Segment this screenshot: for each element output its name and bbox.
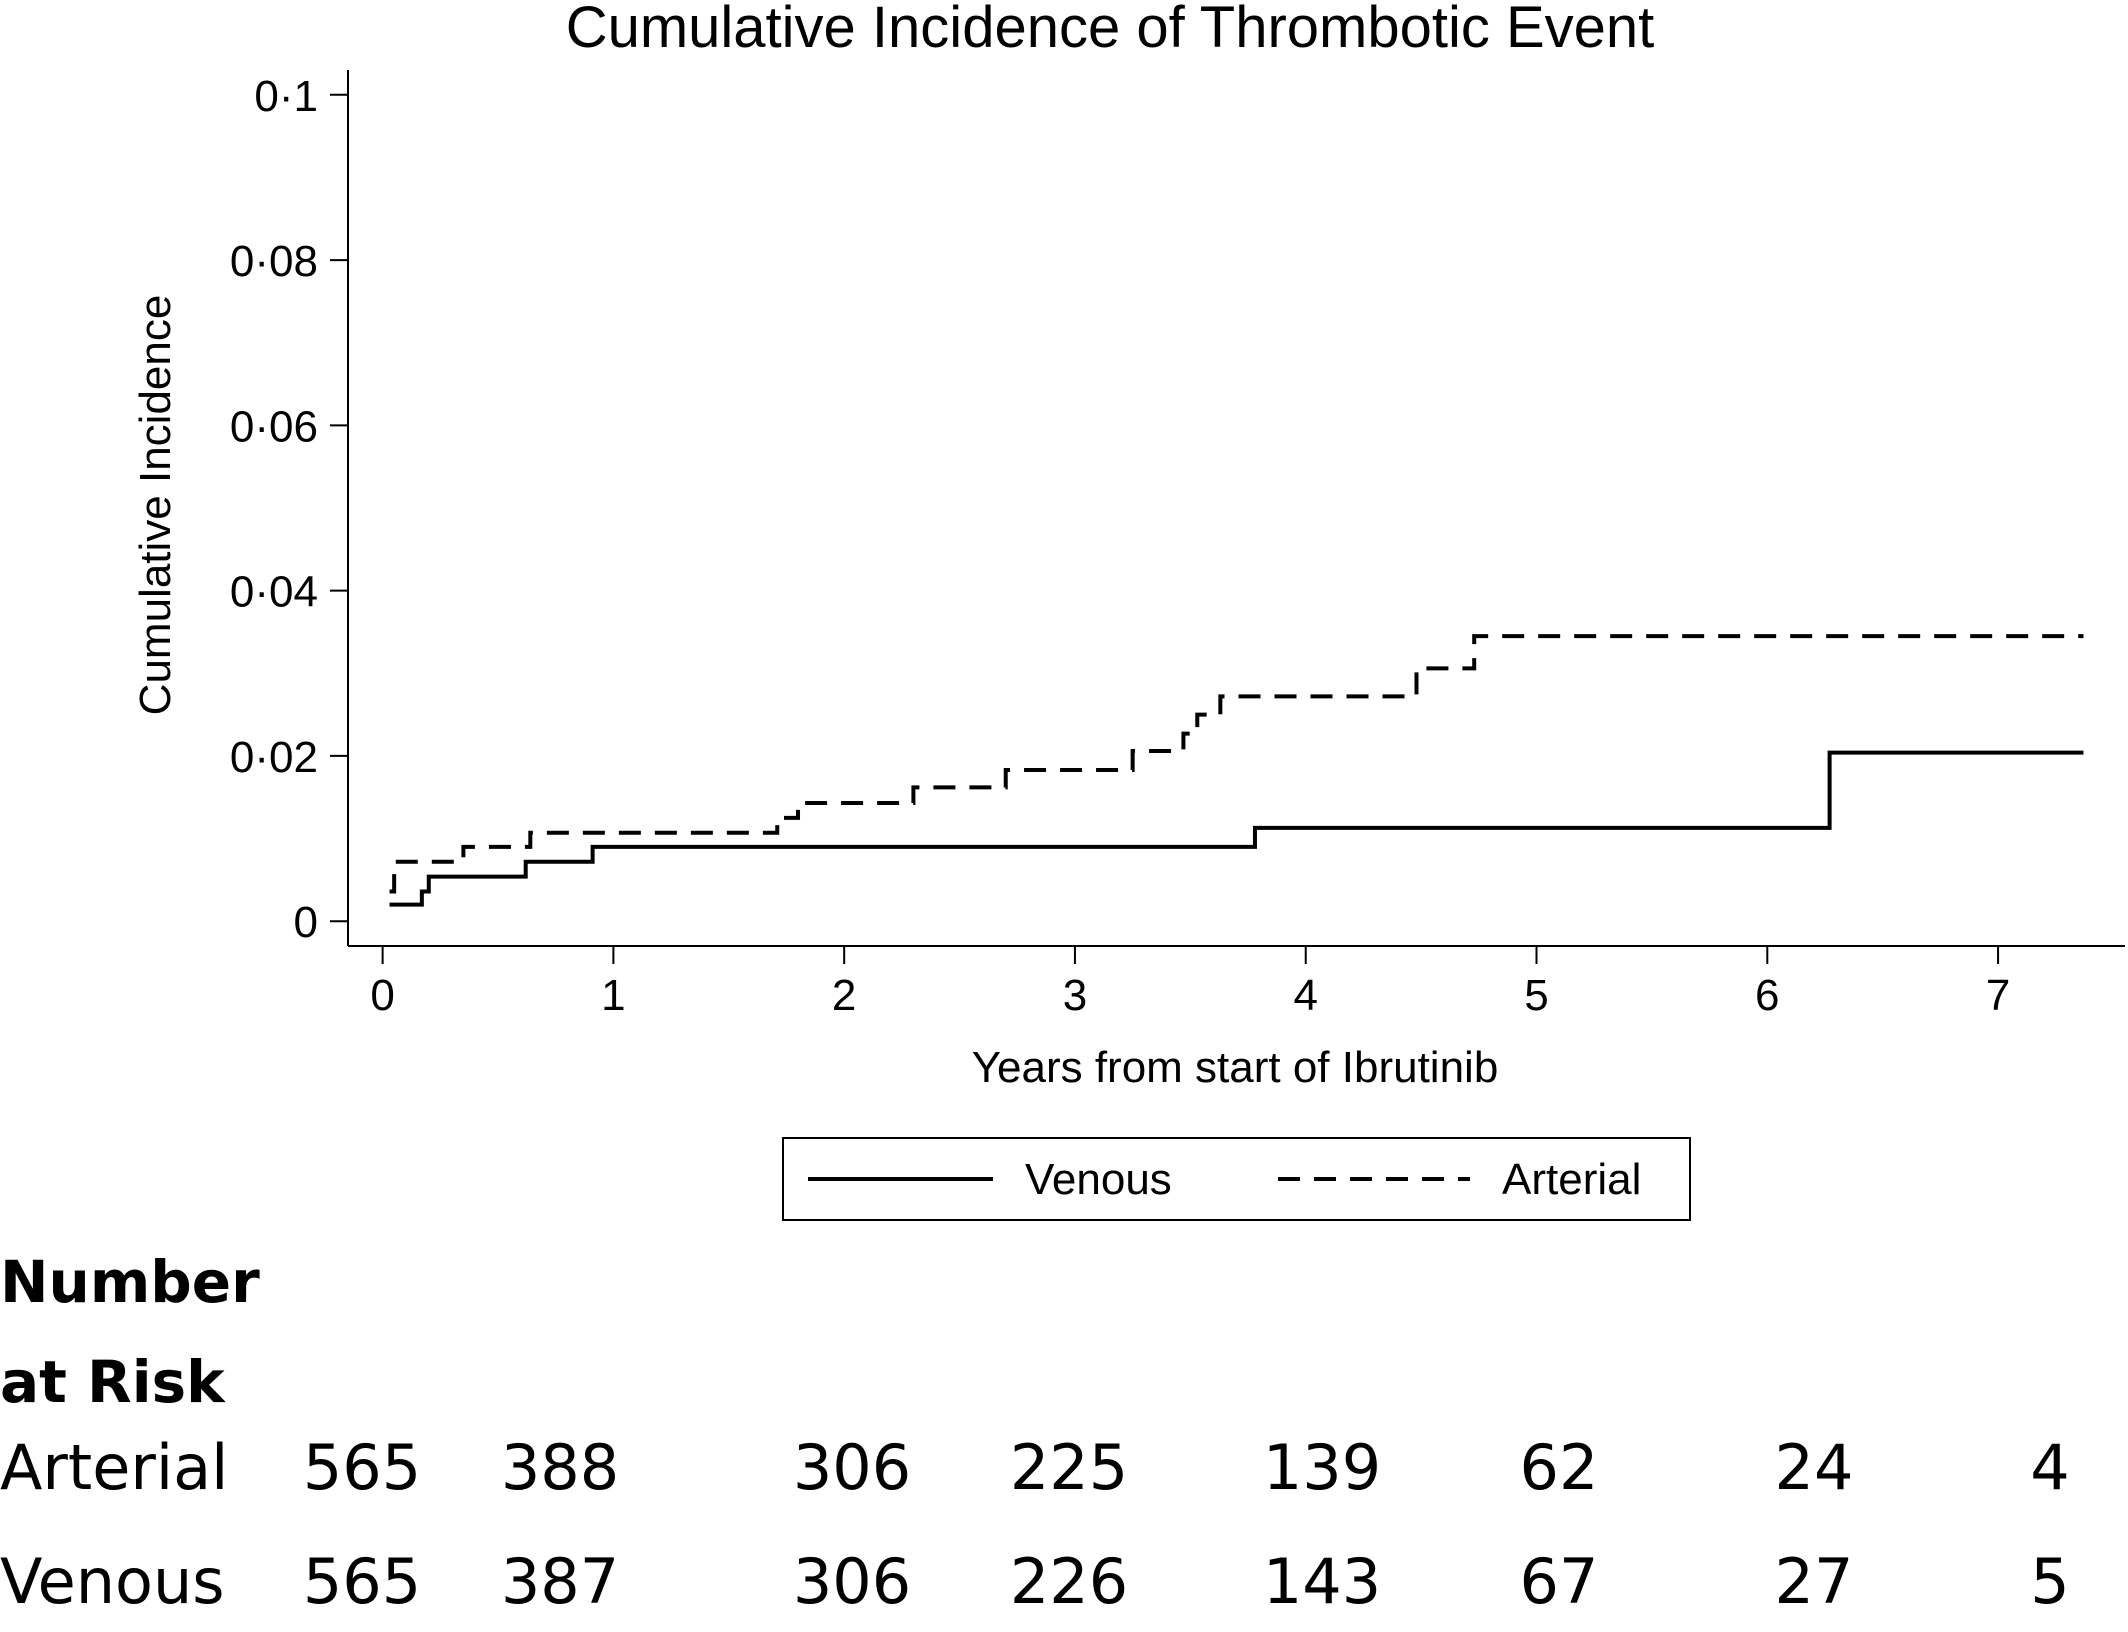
y-tick-label: 0·1 [254,72,318,121]
legend: Venous Arterial [782,1137,1691,1221]
x-tick-label: 0 [370,971,394,1020]
plot-lines [389,634,2084,907]
risk-row-arterial: Arterial 565 388 306 225 139 62 24 4 [0,1418,2128,1518]
risk-row-label: Arterial [0,1431,229,1504]
y-tick-label: 0 [294,898,318,947]
x-tick-label: 5 [1524,971,1548,1020]
risk-count: 67 [1519,1545,1599,1618]
risk-count: 565 [302,1545,422,1618]
risk-count: 139 [1262,1431,1382,1504]
axes: 0 0·02 0·04 0·06 0·08 0·1 0 1 2 3 4 5 6 7 [230,70,2125,1020]
risk-count: 387 [500,1545,620,1618]
chart-title: Cumulative Incidence of Thrombotic Event [566,0,1655,60]
risk-count: 143 [1262,1545,1382,1618]
legend-label-venous: Venous [1025,1155,1172,1204]
y-axis-label: Cumulative Incidence [131,295,180,716]
risk-count: 24 [1774,1431,1854,1504]
x-axis-label: Years from start of Ibrutinib [972,1043,1499,1092]
x-tick-label: 1 [601,971,625,1020]
risk-count: 62 [1519,1431,1599,1504]
legend-label-arterial: Arterial [1502,1155,1641,1204]
risk-count: 5 [2030,1545,2070,1618]
risk-count: 306 [792,1545,912,1618]
y-tick-label: 0·06 [230,402,318,451]
series-line-arterial [389,634,2084,894]
risk-count: 27 [1774,1545,1854,1618]
risk-heading-line-1: Number [0,1248,260,1316]
risk-table-heading: Number at Risk [0,1232,260,1432]
risk-count: 388 [500,1431,620,1504]
y-tick-label: 0·02 [230,733,318,782]
risk-count: 225 [1009,1431,1129,1504]
incidence-chart: Cumulative Incidence of Thrombotic Event… [131,0,2125,1221]
x-tick-label: 2 [832,971,856,1020]
x-tick-label: 6 [1755,971,1779,1020]
risk-count: 306 [792,1431,912,1504]
y-tick-label: 0·04 [230,568,318,617]
legend-box [782,1137,1691,1221]
x-tick-label: 7 [1986,971,2010,1020]
x-tick-label: 3 [1063,971,1087,1020]
x-tick-label: 4 [1293,971,1317,1020]
y-tick-label: 0·08 [230,237,318,286]
series-line-venous [389,750,2084,907]
risk-count: 565 [302,1431,422,1504]
risk-row-venous: Venous 565 387 306 226 143 67 27 5 [0,1532,2128,1632]
risk-row-label: Venous [0,1545,225,1618]
risk-heading-line-2: at Risk [0,1348,225,1416]
risk-count: 4 [2030,1431,2070,1504]
risk-count: 226 [1009,1545,1129,1618]
